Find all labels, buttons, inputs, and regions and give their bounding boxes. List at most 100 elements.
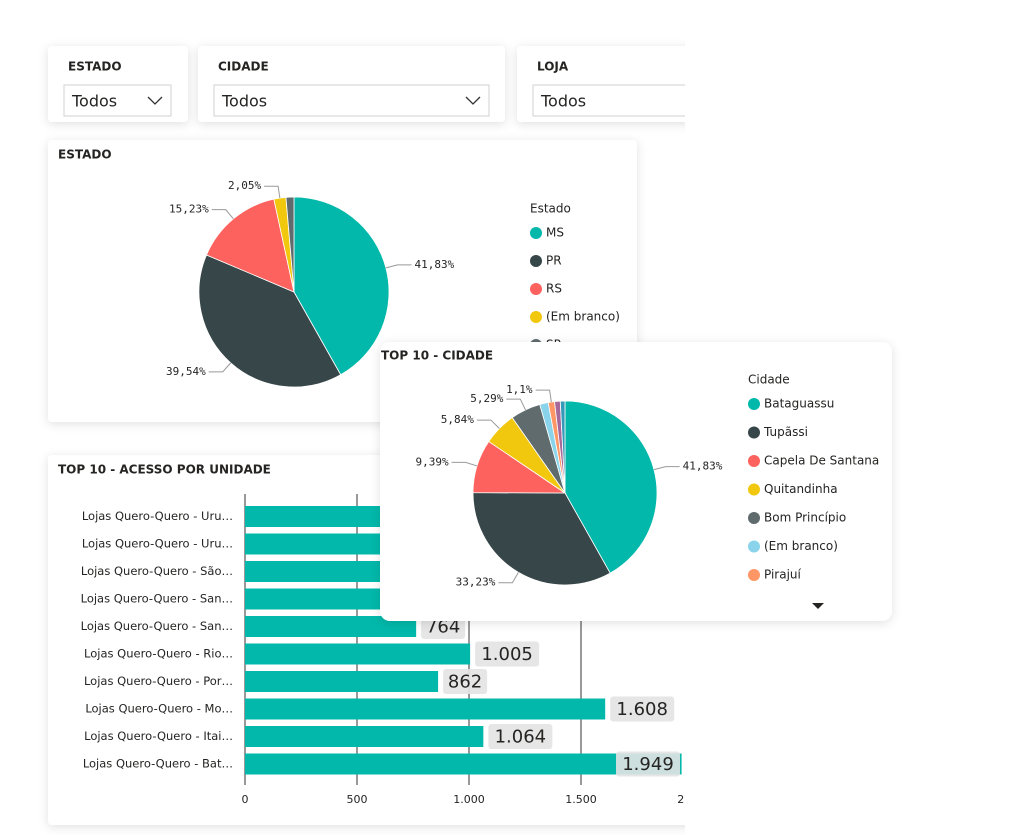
y-tick-label: Lojas Quero-Quero - Uru… [82,537,233,551]
legend-label: (Em branco) [764,539,838,553]
legend-label: Pirajuí [764,568,802,582]
data-label-bg [616,751,680,777]
data-label: 1,1% [506,383,533,396]
y-tick-label: Lojas Quero-Quero - Rio… [84,647,233,661]
legend-label: (Em branco) [546,310,620,324]
data-label: 39,54% [166,365,206,378]
leader-line [451,461,478,467]
bar [245,726,484,747]
legend-swatch [748,455,760,467]
data-label: 1.005 [481,644,533,665]
data-label: 41,83% [683,460,723,473]
y-tick-label: Lojas Quero-Quero - Mo… [85,702,233,716]
legend-title: Estado [530,202,571,216]
data-label: 764 [426,617,460,638]
floating-visual: TOP 10 - CIDADE 41,83% 33,23% 9,39% 5,84% 5,… [380,342,892,621]
x-tick-label: 0 [242,793,249,806]
data-label-bg [443,669,488,694]
legend-label: Tupãssi [763,425,808,439]
legend-swatch [530,227,542,239]
slicer-label: CIDADE [218,60,269,74]
legend-label: Bom Princípio [764,511,846,525]
chart-title: TOP 10 - ACESSO POR UNIDADE [58,463,271,477]
slicer-value: Todos [221,92,267,111]
legend-swatch [748,426,760,439]
y-tick-label: Lojas Quero-Quero - Por… [84,674,233,688]
leader-line [653,466,680,471]
data-label: 1.949 [622,754,674,775]
data-label: 15,23% [169,203,209,216]
x-tick-label: 1.000 [453,793,485,806]
slicer-dropdown[interactable] [213,84,490,117]
pie-slice [205,198,295,293]
chart-title: TOP 10 - CIDADE [381,349,493,363]
pie-slice [472,492,611,586]
x-tick-label: 2.000 [677,793,709,806]
x-tick-label: 1.500 [565,793,597,806]
data-label: 41,83% [414,258,454,271]
bar [245,616,417,637]
pie-slice [564,400,658,574]
legend-title: Cidade [748,373,790,387]
legend-label: MS [546,226,564,240]
y-tick-label: Lojas Quero-Quero - Bat… [83,757,233,771]
y-tick-label: Lojas Quero-Quero - Uru… [82,509,233,523]
leader-line [208,362,232,373]
slicer-dropdown[interactable] [63,84,172,117]
slicer-value: Todos [71,92,117,111]
data-label: 2,05% [228,179,261,192]
bar [245,753,682,775]
pie-slice [285,196,295,293]
leader-line [211,209,234,220]
y-tick-label: Lojas Quero-Quero - San… [81,619,233,633]
slicer-label: LOJA [537,60,569,74]
data-label: 862 [448,672,482,693]
leader-line [535,389,552,403]
leader-line [506,398,526,411]
bar [245,698,606,720]
legend-label: Capela De Santana [764,454,879,468]
legend-swatch [530,283,542,295]
pie-slice [293,196,390,376]
leader-line [264,185,281,199]
data-label-bg [475,641,540,667]
leader-line [476,419,500,429]
legend-swatch [748,398,760,410]
y-tick-label: Lojas Quero-Quero - Itai… [84,729,233,743]
chevron [465,96,481,105]
report-canvas: ESTADO Todos CIDADE Todos LOJA Todos EST… [48,46,713,825]
legend-swatch [748,483,760,496]
slicer-value: Todos [540,92,586,111]
x-tick-label: 500 [347,793,368,806]
chart-title: ESTADO [58,148,112,162]
legend-label: RS [546,282,562,296]
data-label: 33,23% [456,576,496,589]
leader-line [385,264,412,269]
legend-swatch [748,512,760,524]
legend-swatch [530,311,542,323]
legend-label: PR [546,254,562,268]
chevron [147,96,163,105]
pie-slice [559,400,566,494]
data-label: 5,84% [441,413,474,426]
bar [245,671,439,692]
data-label: 1.064 [495,727,547,748]
y-tick-label: Lojas Quero-Quero - São… [81,564,233,578]
y-tick-label: Lojas Quero-Quero - San… [81,592,233,606]
data-label-bg [610,696,675,722]
legend-label: Quitandinha [764,482,838,496]
legend-swatch [748,540,760,553]
data-label: 5,29% [470,392,503,405]
bar [245,643,471,665]
legend-label: Bataguassu [764,397,834,411]
legend-swatch [748,569,760,581]
data-label-bg [488,724,553,749]
legend-scroll-arrow[interactable] [812,603,824,609]
slicer-label: ESTADO [68,60,122,74]
leader-line [498,572,519,584]
legend-swatch [530,255,542,267]
data-label: 1.608 [616,699,668,720]
data-label: 9,39% [415,455,448,468]
slicer-dropdown[interactable] [532,84,713,117]
